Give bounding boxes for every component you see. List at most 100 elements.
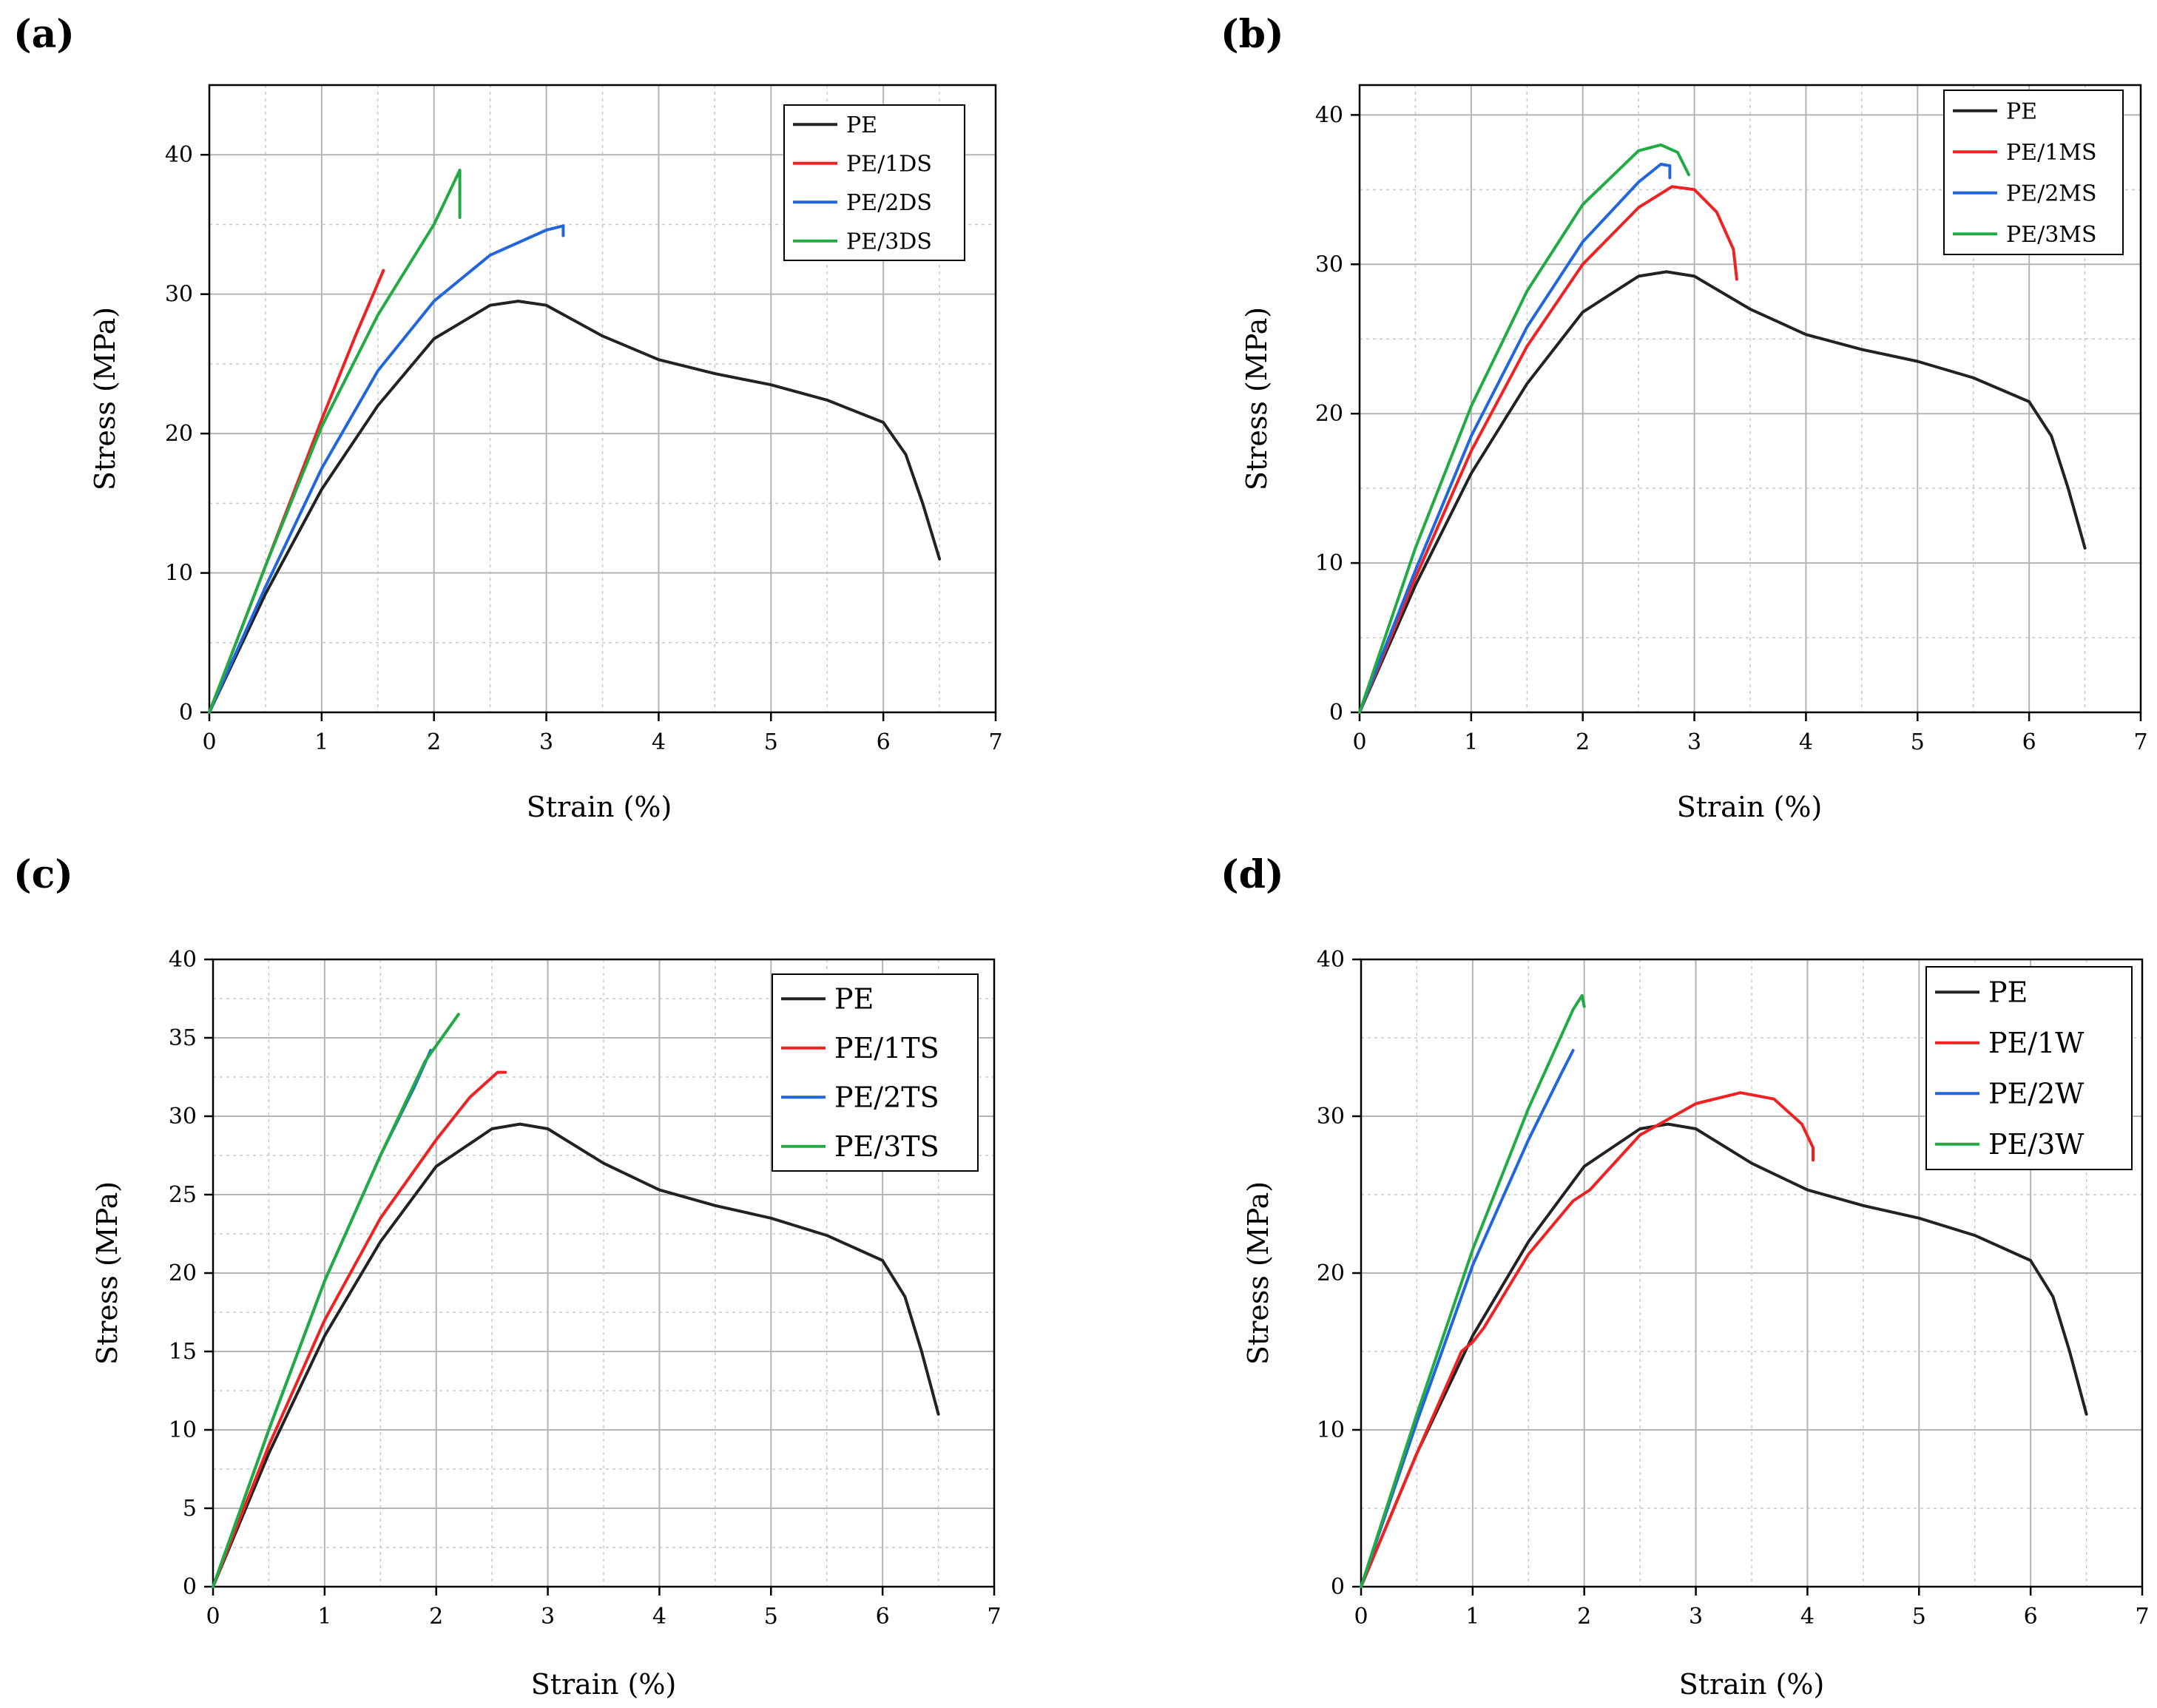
y-tick-label: 40	[1315, 102, 1343, 128]
y-tick-label: 30	[1315, 252, 1343, 277]
x-tick-label: 1	[1465, 1604, 1479, 1630]
x-tick-label: 0	[1354, 1604, 1368, 1630]
series-line-pe-3ds	[208, 169, 462, 714]
series-line-pe	[1358, 270, 2087, 714]
y-tick-label: 20	[1315, 401, 1343, 427]
x-tick-label: 2	[1577, 1604, 1591, 1630]
legend-label: PE/3W	[1988, 1128, 2084, 1161]
series-line-pe-2ms	[1358, 163, 1672, 714]
legend: PE PE/1TS PE/2TS PE/3TS	[772, 973, 979, 1172]
y-axis-title: Stress (MPa)	[89, 307, 121, 490]
series-line-pe	[1360, 1122, 2088, 1588]
legend-label: PE	[2006, 98, 2037, 124]
legend-label: PE/3MS	[2006, 222, 2097, 248]
x-tick-label: 5	[764, 1604, 778, 1630]
y-tick-label: 15	[169, 1339, 197, 1365]
x-tick-label: 3	[539, 729, 553, 755]
x-tick-label: 1	[317, 1604, 331, 1630]
legend-box	[772, 973, 979, 1172]
x-tick-label: 4	[652, 1604, 666, 1630]
x-tick-label: 0	[1352, 729, 1366, 755]
legend-box	[1943, 90, 2124, 255]
series-line-pe-3ts	[212, 1013, 460, 1588]
legend-label: PE	[846, 112, 877, 138]
legend-label: PE/2W	[1988, 1078, 2084, 1110]
x-tick-label: 5	[1912, 1604, 1926, 1630]
y-tick-label: 40	[169, 947, 197, 973]
x-tick-label: 6	[2024, 1604, 2038, 1630]
plot-frame	[1358, 84, 2142, 714]
x-tick-label: 3	[1689, 1604, 1703, 1630]
x-tick-label: 1	[314, 729, 328, 755]
x-axis-title: Strain (%)	[1679, 1668, 1825, 1701]
x-tick-label: 2	[427, 729, 441, 755]
x-tick-label: 4	[1800, 1604, 1815, 1630]
x-tick-label: 7	[987, 1604, 1001, 1630]
y-tick-label: 0	[179, 700, 193, 726]
series-line-pe-3ms	[1358, 143, 1690, 714]
x-tick-label: 3	[1687, 729, 1701, 755]
x-tick-label: 3	[541, 1604, 555, 1630]
x-tick-label: 5	[1911, 729, 1925, 755]
legend-label: PE/3DS	[846, 229, 932, 254]
panel-label-b: (b)	[1221, 12, 1284, 57]
legend-box	[1925, 966, 2133, 1170]
x-tick-label: 2	[1576, 729, 1590, 755]
legend-label: PE/1TS	[834, 1032, 939, 1064]
legend-label: PE/2DS	[846, 190, 932, 216]
y-tick-label: 35	[169, 1025, 197, 1051]
legend-label: PE/1DS	[846, 151, 932, 177]
y-tick-label: 10	[169, 1417, 197, 1443]
legend-label: PE/1MS	[2006, 140, 2097, 166]
legend-label: PE/2MS	[2006, 180, 2097, 206]
chart-panel-4: 0 1 2 3 4 5 6 7 0 10 20 30 40 Strain (%) Stress (MPa) P…	[1242, 947, 2150, 1701]
y-axis-title: Stress (MPa)	[1242, 1181, 1275, 1365]
y-tick-label: 0	[1331, 1574, 1345, 1600]
y-tick-label: 30	[165, 282, 193, 308]
y-tick-label: 30	[169, 1104, 197, 1130]
x-tick-label: 7	[2135, 1604, 2149, 1630]
legend-box	[783, 104, 965, 261]
legend-label: PE/3TS	[834, 1130, 939, 1163]
y-tick-label: 20	[1317, 1260, 1345, 1286]
x-axis-title: Strain (%)	[1677, 791, 1823, 823]
y-axis-title: Stress (MPa)	[91, 1181, 124, 1365]
legend: PE PE/1MS PE/2MS PE/3MS	[1943, 90, 2124, 255]
x-tick-label: 6	[877, 729, 891, 755]
legend-label: PE	[834, 983, 874, 1016]
chart-panel-1: 0 1 2 3 4 5 6 7 0 10 20 30 40 Strain (%) Stress (MPa) P…	[89, 84, 1003, 823]
y-tick-label: 20	[169, 1260, 197, 1286]
y-axis-title: Stress (MPa)	[1240, 307, 1273, 490]
legend-label: PE/2TS	[834, 1081, 939, 1114]
y-tick-label: 20	[165, 421, 193, 447]
y-tick-label: 0	[1329, 700, 1343, 726]
legend-label: PE	[1988, 976, 2028, 1009]
y-tick-label: 25	[169, 1182, 197, 1208]
x-tick-label: 0	[206, 1604, 220, 1630]
panel-label-a: (a)	[13, 12, 75, 57]
legend-label: PE/1W	[1988, 1027, 2084, 1059]
x-tick-label: 7	[988, 729, 1002, 755]
series-line-pe-1ms	[1358, 185, 1738, 714]
x-axis-title: Strain (%)	[527, 791, 672, 823]
y-tick-label: 30	[1317, 1104, 1345, 1130]
y-tick-label: 40	[1317, 947, 1345, 973]
x-axis-title: Strain (%)	[531, 1668, 677, 1701]
y-tick-label: 10	[1315, 550, 1343, 576]
x-tick-label: 7	[2133, 729, 2147, 755]
panel-label-d: (d)	[1221, 852, 1284, 897]
y-tick-label: 40	[165, 142, 193, 168]
legend: PE PE/1W PE/2W PE/3W	[1925, 966, 2133, 1170]
x-tick-label: 6	[876, 1604, 890, 1630]
series-line-pe-2ds	[208, 224, 565, 714]
chart-panel-3: 0 1 2 3 4 5 6 7 0 5 10 15 20 25 30 35 40 Strain (%) Stress…	[91, 947, 1002, 1701]
panel-label-c: (c)	[13, 852, 73, 897]
y-tick-label: 0	[183, 1574, 197, 1600]
x-tick-label: 2	[429, 1604, 443, 1630]
y-tick-label: 10	[1317, 1417, 1345, 1443]
x-tick-label: 6	[2022, 729, 2036, 755]
y-tick-label: 10	[165, 561, 193, 587]
chart-panel-2: 0 1 2 3 4 5 6 7 0 10 20 30 40 Strain (%) Stress (MPa) P…	[1240, 84, 2148, 823]
series-line-pe-1w	[1360, 1091, 1815, 1588]
